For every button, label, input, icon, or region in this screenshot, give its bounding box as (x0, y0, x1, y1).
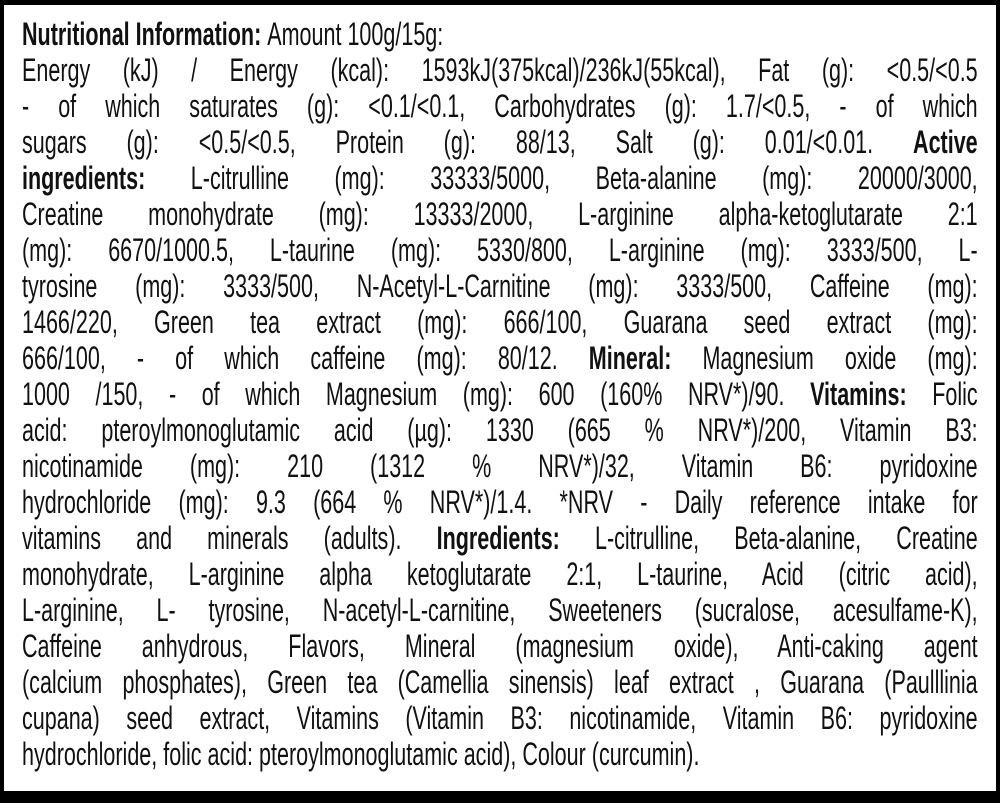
section-heading: Nutritional Information: (22, 16, 268, 52)
text-segment: Folic (932, 376, 978, 412)
text-segment: nicotinamide (mg): 210 (1312 % NRV*)/32,… (22, 448, 978, 484)
text-segment: - of which saturates (g): <0.1/<0.1, Car… (22, 88, 978, 124)
text-line: Caffeine anhydrous, Flavors, Mineral (ma… (22, 628, 978, 664)
text-segment: sugars (g): <0.5/<0.5, Protein (g): 88/1… (22, 124, 914, 160)
text-segment: Creatine monohydrate (mg): 13333/2000, L… (22, 196, 978, 232)
text-segment: tyrosine (mg): 3333/500, N-Acetyl-L-Carn… (22, 268, 978, 304)
text-line: - of which saturates (g): <0.1/<0.1, Car… (22, 88, 978, 124)
text-line: sugars (g): <0.5/<0.5, Protein (g): 88/1… (22, 124, 978, 160)
text-segment: 1000 /150, - of which Magnesium (mg): 60… (22, 376, 811, 412)
text-segment: 1466/220, Green tea extract (mg): 666/10… (22, 304, 978, 340)
text-line: monohydrate, L-arginine alpha ketoglutar… (22, 556, 978, 592)
text-segment: (mg): 6670/1000.5, L-taurine (mg): 5330/… (22, 232, 978, 268)
text-segment: acid: pteroylmonoglutamic acid (µg): 133… (22, 412, 978, 448)
section-heading: Active (913, 124, 978, 160)
text-segment: hydrochloride, folic acid: pteroylmonogl… (22, 736, 700, 772)
nutrition-label-text: Nutritional Information: Amount 100g/15g… (22, 16, 978, 772)
section-heading: Mineral: (588, 340, 703, 376)
text-segment: cupana) seed extract, Vitamins (Vitamin … (22, 700, 978, 736)
text-line: cupana) seed extract, Vitamins (Vitamin … (22, 700, 978, 736)
text-segment: Magnesium oxide (mg): (702, 340, 978, 376)
text-line: Energy (kJ) / Energy (kcal): 1593kJ(375k… (22, 52, 978, 88)
text-line: Nutritional Information: Amount 100g/15g… (22, 16, 978, 52)
text-segment: Energy (kJ) / Energy (kcal): 1593kJ(375k… (22, 52, 978, 88)
text-line: (mg): 6670/1000.5, L-taurine (mg): 5330/… (22, 232, 978, 268)
text-line: 1000 /150, - of which Magnesium (mg): 60… (22, 376, 978, 412)
text-line: nicotinamide (mg): 210 (1312 % NRV*)/32,… (22, 448, 978, 484)
text-segment: 666/100, - of which caffeine (mg): 80/12… (22, 340, 589, 376)
text-line: 666/100, - of which caffeine (mg): 80/12… (22, 340, 978, 376)
text-segment: vitamins and minerals (adults). (22, 520, 437, 556)
text-segment: L-arginine, L- tyrosine, N-acetyl-L-carn… (22, 592, 978, 628)
section-heading: Vitamins: (810, 376, 933, 412)
text-segment: monohydrate, L-arginine alpha ketoglutar… (22, 556, 978, 592)
text-line: tyrosine (mg): 3333/500, N-Acetyl-L-Carn… (22, 268, 978, 304)
text-segment: Amount 100g/15g: (267, 16, 444, 52)
text-line: 1466/220, Green tea extract (mg): 666/10… (22, 304, 978, 340)
section-heading: Ingredients: (436, 520, 595, 556)
text-segment: L-citrulline (mg): 33333/5000, Beta-alan… (190, 160, 978, 196)
text-line: Creatine monohydrate (mg): 13333/2000, L… (22, 196, 978, 232)
text-segment: (calcium phosphates), Green tea (Camelli… (22, 664, 978, 700)
section-heading: ingredients: (22, 160, 191, 196)
text-segment: Caffeine anhydrous, Flavors, Mineral (ma… (22, 628, 978, 664)
text-line: hydrochloride, folic acid: pteroylmonogl… (22, 736, 978, 772)
text-line: ingredients: L-citrulline (mg): 33333/50… (22, 160, 978, 196)
text-segment: hydrochloride (mg): 9.3 (664 % NRV*)/1.4… (22, 484, 978, 520)
text-line: L-arginine, L- tyrosine, N-acetyl-L-carn… (22, 592, 978, 628)
text-line: (calcium phosphates), Green tea (Camelli… (22, 664, 978, 700)
text-line: hydrochloride (mg): 9.3 (664 % NRV*)/1.4… (22, 484, 978, 520)
text-line: acid: pteroylmonoglutamic acid (µg): 133… (22, 412, 978, 448)
text-segment: L-citrulline, Beta-alanine, Creatine (594, 520, 978, 556)
text-line: vitamins and minerals (adults). Ingredie… (22, 520, 978, 556)
